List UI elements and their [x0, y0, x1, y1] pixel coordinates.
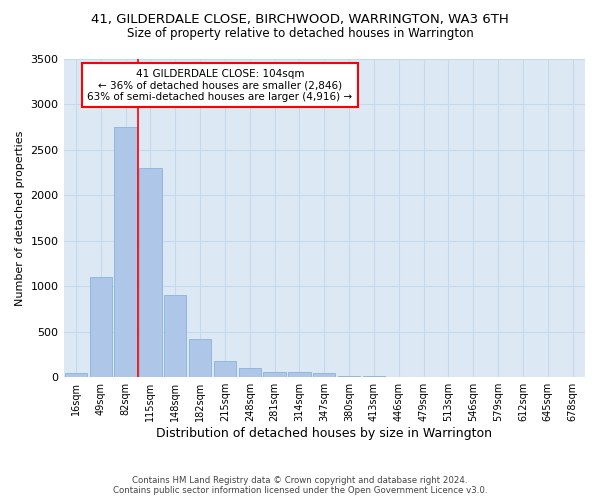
Bar [115, 127, 137, 377]
Text: Size of property relative to detached houses in Warrington: Size of property relative to detached ho… [127, 28, 473, 40]
Y-axis label: Number of detached properties: Number of detached properties [15, 130, 25, 306]
Bar [89, 277, 112, 377]
Bar [164, 296, 187, 377]
Bar [313, 373, 335, 377]
Bar [65, 373, 87, 377]
Bar [239, 368, 261, 377]
Text: 41 GILDERDALE CLOSE: 104sqm
← 36% of detached houses are smaller (2,846)
63% of : 41 GILDERDALE CLOSE: 104sqm ← 36% of det… [88, 68, 353, 102]
Bar [263, 372, 286, 377]
Bar [363, 376, 385, 377]
Bar [288, 372, 311, 377]
Text: 41, GILDERDALE CLOSE, BIRCHWOOD, WARRINGTON, WA3 6TH: 41, GILDERDALE CLOSE, BIRCHWOOD, WARRING… [91, 12, 509, 26]
Bar [338, 376, 360, 377]
Text: Contains HM Land Registry data © Crown copyright and database right 2024.
Contai: Contains HM Land Registry data © Crown c… [113, 476, 487, 495]
Bar [214, 362, 236, 377]
Bar [139, 168, 161, 377]
X-axis label: Distribution of detached houses by size in Warrington: Distribution of detached houses by size … [156, 427, 492, 440]
Bar [189, 339, 211, 377]
